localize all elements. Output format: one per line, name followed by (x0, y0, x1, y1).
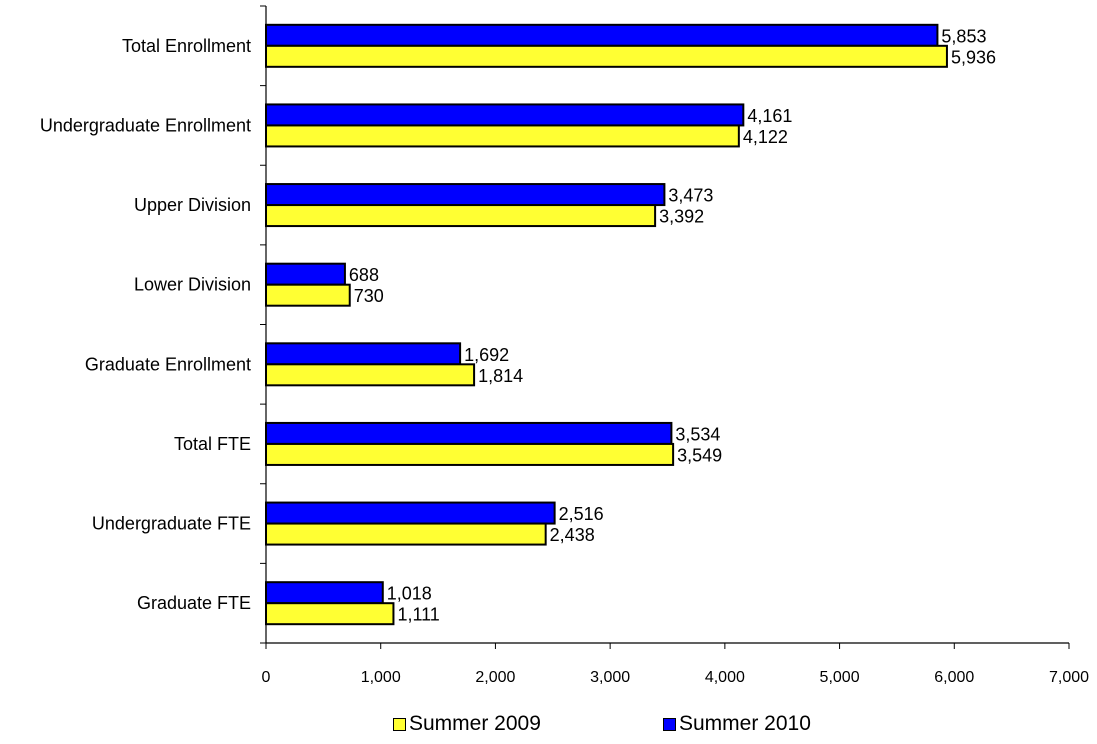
bar-summer-2009-total-fte (265, 442, 675, 466)
value-label-summer-2009-graduate-fte: 1,111 (397, 605, 439, 625)
bar-summer-2010-undergraduate-enrollment (265, 103, 745, 127)
value-label-summer-2010-total-enrollment: 5,853 (941, 26, 986, 46)
category-label-undergraduate-fte: Undergraduate FTE (92, 514, 251, 534)
bar-summer-2009-graduate-fte (265, 602, 395, 626)
category-label-upper-division: Upper Division (134, 195, 251, 215)
legend-swatch-summer-2009 (393, 717, 406, 731)
value-label-summer-2009-undergraduate-fte: 2,438 (550, 525, 595, 545)
bar-summer-2009-upper-division (265, 204, 657, 228)
bar-summer-2009-total-enrollment (265, 44, 948, 68)
category-label-lower-division: Lower Division (134, 275, 251, 295)
category-label-graduate-fte: Graduate FTE (137, 593, 251, 613)
bar-summer-2009-graduate-enrollment (265, 363, 476, 387)
x-tick-label: 4,000 (705, 669, 745, 686)
value-label-summer-2009-graduate-enrollment: 1,814 (478, 366, 523, 386)
bar-summer-2010-graduate-enrollment (265, 342, 462, 366)
x-tick-label: 2,000 (475, 669, 515, 686)
x-tick-label: 1,000 (361, 669, 401, 686)
bar-summer-2010-total-fte (265, 421, 673, 445)
legend-label-summer-2010: Summer 2010 (679, 712, 811, 735)
legend-swatch-summer-2010 (663, 717, 676, 731)
category-label-graduate-enrollment: Graduate Enrollment (85, 354, 251, 374)
x-tick-label: 0 (262, 669, 271, 686)
x-tick-label: 6,000 (934, 669, 974, 686)
value-label-summer-2010-total-fte: 3,534 (675, 424, 720, 444)
value-label-summer-2009-total-enrollment: 5,936 (951, 47, 996, 67)
value-label-summer-2010-undergraduate-enrollment: 4,161 (747, 106, 792, 126)
bar-summer-2010-upper-division (265, 183, 666, 207)
bar-summer-2010-graduate-fte (265, 581, 384, 605)
bar-summer-2009-undergraduate-enrollment (265, 124, 740, 148)
value-label-summer-2009-total-fte: 3,549 (677, 445, 722, 465)
value-label-summer-2009-undergraduate-enrollment: 4,122 (743, 127, 788, 147)
category-label-total-fte: Total FTE (174, 434, 251, 454)
x-tick-label: 7,000 (1049, 669, 1089, 686)
category-label-undergraduate-enrollment: Undergraduate Enrollment (40, 115, 251, 135)
x-tick-label: 3,000 (590, 669, 630, 686)
value-label-summer-2009-upper-division: 3,392 (659, 207, 704, 227)
legend-item-summer-2010: Summer 2010 (663, 712, 811, 736)
category-label-total-enrollment: Total Enrollment (122, 36, 251, 56)
value-label-summer-2010-lower-division: 688 (349, 265, 379, 285)
bar-summer-2009-lower-division (265, 283, 351, 307)
value-label-summer-2010-graduate-fte: 1,018 (387, 584, 432, 604)
value-label-summer-2010-undergraduate-fte: 2,516 (559, 504, 604, 524)
value-label-summer-2009-lower-division: 730 (354, 286, 384, 306)
bar-summer-2010-lower-division (265, 262, 346, 286)
legend-label-summer-2009: Summer 2009 (409, 712, 541, 735)
chart-legend: Summer 2009 Summer 2010 (0, 706, 1097, 742)
legend-item-summer-2009: Summer 2009 (393, 712, 541, 736)
value-label-summer-2010-upper-division: 3,473 (668, 186, 713, 206)
x-tick-label: 5,000 (820, 669, 860, 686)
bar-summer-2010-total-enrollment (265, 23, 939, 47)
value-label-summer-2010-graduate-enrollment: 1,692 (464, 345, 509, 365)
bar-summer-2010-undergraduate-fte (265, 501, 556, 525)
bar-summer-2009-undergraduate-fte (265, 522, 547, 546)
